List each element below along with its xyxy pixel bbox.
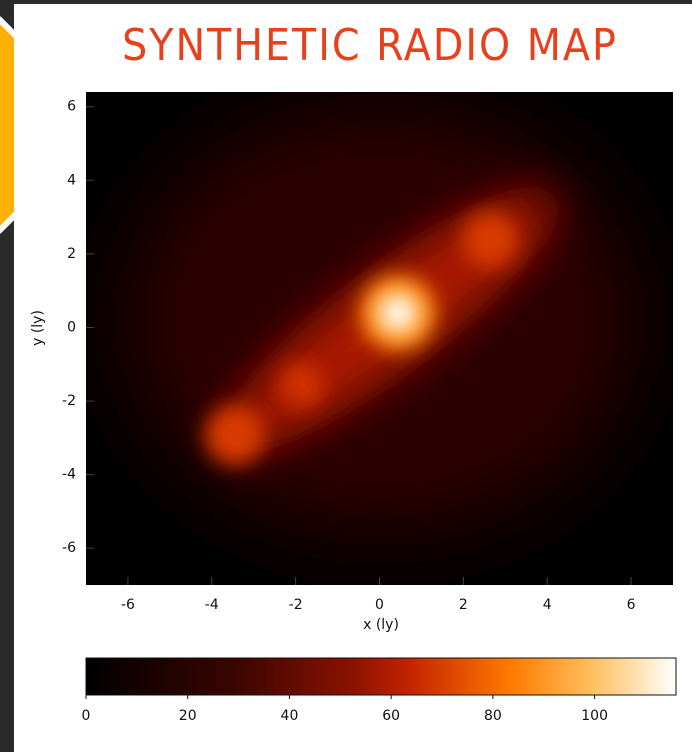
colorbar-tick-label: 40 xyxy=(281,708,299,724)
x-tick-label: -6 xyxy=(121,597,135,613)
chart-title: SYNTHETIC RADIO MAP xyxy=(122,20,618,71)
y-tick-label: 4 xyxy=(67,172,76,188)
x-axis-label: x (ly) xyxy=(363,617,399,633)
y-axis-label: y (ly) xyxy=(30,310,46,346)
y-tick-label: -2 xyxy=(62,393,76,409)
y-tick-label: 6 xyxy=(67,99,76,115)
heatmap-image xyxy=(86,92,673,585)
colorbar-tick-label: 0 xyxy=(82,708,91,724)
x-tick-label: 6 xyxy=(627,597,636,613)
chart: SYNTHETIC RADIO MAP x (ly) y (ly) -6 -4 -2… xyxy=(0,0,692,752)
x-tick-label: 0 xyxy=(375,597,384,613)
x-tick-label: 2 xyxy=(459,597,468,613)
x-tick-label: 4 xyxy=(543,597,552,613)
y-tick-label: 0 xyxy=(67,319,76,335)
colorbar-tick-label: 20 xyxy=(179,708,197,724)
x-tick-label: -2 xyxy=(289,597,303,613)
y-tick-label: 2 xyxy=(67,246,76,262)
colorbar-tick-label: 100 xyxy=(581,708,608,724)
y-tick-label: -6 xyxy=(62,540,76,556)
y-tick-label: -4 xyxy=(62,467,76,483)
x-tick-label: -4 xyxy=(205,597,219,613)
colorbar-tick-label: 80 xyxy=(484,708,502,724)
colorbar-tick-label: 60 xyxy=(382,708,400,724)
colorbar xyxy=(86,658,676,695)
